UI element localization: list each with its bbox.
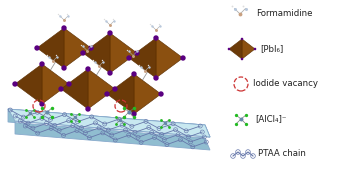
Circle shape bbox=[158, 91, 164, 97]
Circle shape bbox=[112, 86, 118, 92]
Circle shape bbox=[153, 75, 159, 81]
Polygon shape bbox=[15, 64, 42, 104]
Polygon shape bbox=[156, 38, 183, 78]
Circle shape bbox=[61, 65, 67, 71]
Circle shape bbox=[39, 61, 45, 67]
Polygon shape bbox=[129, 38, 156, 78]
Polygon shape bbox=[110, 33, 137, 73]
Circle shape bbox=[134, 50, 140, 56]
Polygon shape bbox=[8, 109, 210, 137]
Circle shape bbox=[88, 45, 94, 51]
Text: Iodide vacancy: Iodide vacancy bbox=[253, 80, 318, 88]
Circle shape bbox=[39, 101, 45, 107]
Circle shape bbox=[126, 55, 132, 61]
Polygon shape bbox=[229, 39, 242, 59]
Polygon shape bbox=[61, 69, 88, 109]
Circle shape bbox=[66, 81, 72, 87]
Circle shape bbox=[85, 106, 91, 112]
Polygon shape bbox=[242, 39, 255, 59]
Text: [PbI₆]: [PbI₆] bbox=[260, 44, 283, 53]
Circle shape bbox=[241, 38, 243, 40]
Text: Formamidine: Formamidine bbox=[256, 9, 312, 19]
Text: [AlCl₄]⁻: [AlCl₄]⁻ bbox=[255, 115, 286, 123]
Text: PTAA chain: PTAA chain bbox=[258, 149, 306, 159]
Circle shape bbox=[153, 35, 159, 41]
Polygon shape bbox=[134, 74, 161, 114]
Circle shape bbox=[131, 111, 137, 117]
Circle shape bbox=[80, 50, 86, 56]
Circle shape bbox=[241, 58, 243, 60]
Circle shape bbox=[34, 45, 40, 51]
Circle shape bbox=[228, 48, 230, 50]
Polygon shape bbox=[42, 64, 69, 104]
Circle shape bbox=[61, 25, 67, 31]
Circle shape bbox=[254, 48, 256, 50]
Circle shape bbox=[180, 55, 186, 61]
Circle shape bbox=[58, 86, 64, 92]
Polygon shape bbox=[83, 33, 110, 73]
Polygon shape bbox=[37, 28, 64, 68]
Circle shape bbox=[107, 30, 113, 36]
Polygon shape bbox=[88, 69, 115, 109]
Polygon shape bbox=[107, 74, 134, 114]
Polygon shape bbox=[8, 109, 210, 150]
Circle shape bbox=[131, 71, 137, 77]
Circle shape bbox=[85, 66, 91, 72]
Circle shape bbox=[107, 70, 113, 76]
Circle shape bbox=[104, 91, 110, 97]
Polygon shape bbox=[64, 28, 91, 68]
Circle shape bbox=[12, 81, 18, 87]
